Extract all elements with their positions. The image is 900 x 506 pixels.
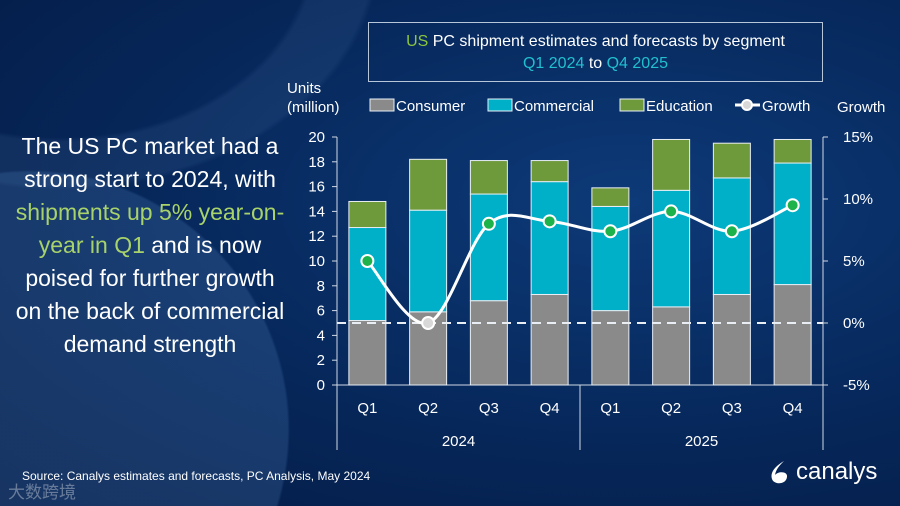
canalys-logo: canalys [768, 458, 877, 486]
bar-education [530, 160, 569, 183]
x-group-label: 2025 [685, 433, 718, 450]
headline: The US PC market had a strong start to 2… [10, 130, 290, 361]
x-group-label: 2024 [442, 433, 475, 450]
bar-commercial [773, 162, 812, 286]
headline-highlight: shipments up 5% year-on-year in Q1 [15, 199, 285, 258]
growth-point [664, 204, 679, 219]
title-end: Q4 2025 [606, 55, 668, 72]
x-tick-label: Q1 [600, 400, 620, 417]
y-right-tick-label: 5% [843, 253, 865, 270]
legend-label: Commercial [514, 98, 594, 115]
title-line1: PC shipment estimates and forecasts by s… [428, 33, 785, 50]
bar-consumer [530, 293, 569, 386]
x-tick-label: Q3 [722, 400, 742, 417]
legend-label: Consumer [396, 98, 465, 115]
y-axis-title-unit: (million) [287, 99, 340, 116]
y-right-tick-label: 15% [843, 129, 873, 146]
bar-education [409, 158, 448, 211]
bar-consumer [591, 310, 630, 386]
title-to: to [584, 55, 607, 72]
y-tick-label: 8 [317, 278, 325, 295]
chart-title: US PC shipment estimates and forecasts b… [368, 22, 823, 82]
headline-text-end: and is now poised for further growth on … [15, 232, 285, 357]
growth-point [542, 214, 557, 229]
y-right-tick-label: 10% [843, 191, 873, 208]
y-tick-label: 4 [317, 327, 325, 344]
bar-consumer [348, 320, 387, 386]
growth-point [360, 254, 375, 268]
y-right-axis-title: Growth [837, 99, 885, 116]
x-tick-label: Q2 [661, 400, 681, 417]
bar-commercial [348, 227, 387, 322]
bar-education [591, 187, 630, 207]
growth-point [481, 216, 496, 231]
bar-consumer [773, 284, 812, 386]
logo-text: canalys [796, 458, 878, 485]
bar-education [652, 138, 691, 191]
bar-commercial [591, 205, 630, 312]
bar-commercial [409, 209, 448, 313]
y-tick-label: 12 [308, 228, 325, 245]
growth-point [724, 224, 739, 239]
title-us: US [406, 33, 429, 50]
legend-growth-marker [741, 99, 753, 111]
bar-education [469, 160, 508, 195]
y-tick-label: 0 [317, 377, 325, 394]
legend-swatch [369, 98, 395, 112]
y-tick-label: 18 [308, 154, 325, 171]
watermark: 大数跨境 [8, 483, 76, 502]
bar-education [712, 142, 751, 179]
legend-label: Education [646, 98, 713, 115]
y-tick-label: 14 [308, 203, 325, 220]
x-tick-label: Q4 [540, 400, 560, 417]
y-axis-title: Units [287, 80, 321, 97]
growth-point [785, 198, 800, 213]
y-right-tick-label: 0% [843, 315, 865, 332]
bar-education [348, 200, 387, 229]
headline-text: The US PC market had a strong start to 2… [21, 133, 279, 192]
legend-label: Growth [762, 98, 810, 115]
bar-consumer [652, 306, 691, 386]
title-start: Q1 2024 [522, 55, 585, 72]
legend-swatch [487, 98, 513, 112]
y-tick-label: 10 [308, 253, 325, 270]
y-right-tick-label: -5% [843, 377, 870, 394]
bar-consumer [469, 300, 508, 386]
y-tick-label: 2 [317, 352, 325, 369]
bar-consumer [712, 293, 751, 386]
logo-icon [771, 461, 788, 484]
bar-education [773, 138, 812, 164]
legend-swatch [619, 98, 645, 112]
bar-commercial [469, 193, 508, 302]
bar-commercial [530, 181, 569, 295]
growth-point [603, 224, 618, 239]
x-tick-label: Q1 [357, 400, 377, 417]
x-tick-label: Q3 [479, 400, 499, 417]
x-tick-label: Q2 [418, 400, 438, 417]
y-tick-label: 6 [317, 303, 325, 320]
growth-point [421, 316, 436, 330]
y-tick-label: 20 [308, 129, 325, 146]
x-tick-label: Q4 [783, 400, 803, 417]
y-tick-label: 16 [308, 179, 325, 196]
source-note: Source: Canalys estimates and forecasts,… [22, 469, 371, 483]
